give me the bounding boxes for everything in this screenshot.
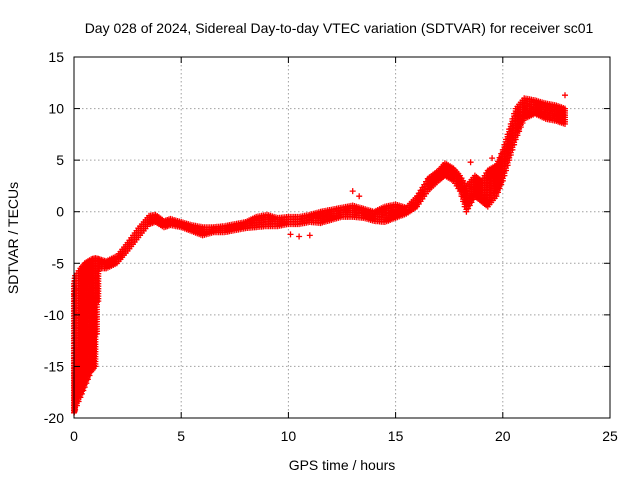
x-tick-label: 20 xyxy=(495,428,511,444)
data-point xyxy=(356,193,363,200)
plot-frame xyxy=(73,56,611,419)
y-tick-label: -5 xyxy=(52,255,65,271)
y-axis-label: SDTVAR / TECUs xyxy=(5,182,21,294)
y-tick-label: -20 xyxy=(44,410,64,426)
data-point xyxy=(287,231,294,238)
chart-title: Day 028 of 2024, Sidereal Day-to-day VTE… xyxy=(85,20,594,36)
data-point xyxy=(562,92,568,99)
data-point xyxy=(296,233,303,240)
data-point xyxy=(467,159,474,166)
y-tick-label: 5 xyxy=(56,152,64,168)
y-tick-label: 0 xyxy=(56,204,64,220)
data-point xyxy=(306,232,313,239)
x-tick-label: 5 xyxy=(177,428,185,444)
axis-ticks: 0 5 10 15 20 25 -20 -15 -10 -5 0 5 10 15 xyxy=(44,49,618,444)
x-tick-label: 25 xyxy=(602,428,618,444)
x-tick-label: 10 xyxy=(281,428,297,444)
y-tick-label: -15 xyxy=(44,358,64,374)
data-point xyxy=(562,105,568,112)
data-point xyxy=(349,188,356,195)
y-tick-label: 10 xyxy=(48,101,64,117)
x-tick-label: 15 xyxy=(388,428,404,444)
x-axis-label: GPS time / hours xyxy=(289,457,396,473)
y-tick-label: 15 xyxy=(48,49,64,65)
data-point xyxy=(489,155,496,162)
y-tick-label: -10 xyxy=(44,307,64,323)
x-tick-label: 0 xyxy=(70,428,78,444)
